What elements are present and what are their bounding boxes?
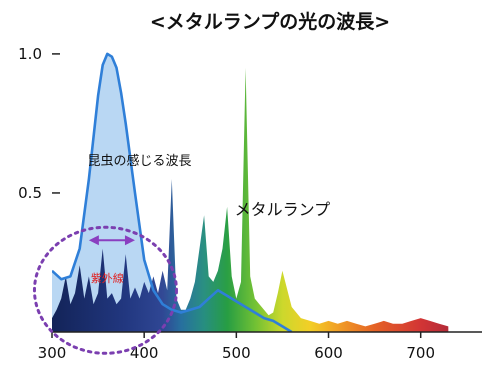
- x-tick-label: 500: [222, 344, 251, 362]
- lamp-spectrum-area: [52, 67, 449, 332]
- x-tick-label: 600: [314, 344, 343, 362]
- x-tick-label: 400: [130, 344, 159, 362]
- chart-title: <メタルランプの光の波長>: [150, 10, 390, 33]
- x-tick-label: 300: [38, 344, 67, 362]
- uv-range-arrow-right: [124, 235, 135, 246]
- x-tick-label: 700: [406, 344, 435, 362]
- uv-region-circle: [32, 225, 178, 355]
- uv-label: 紫外線: [91, 271, 124, 285]
- uv-range-arrow-left: [88, 235, 99, 246]
- insect-label: 昆虫の感じる波長: [88, 153, 192, 169]
- y-tick-label: 0.5: [18, 184, 42, 202]
- insect-sensitivity-area: [52, 53, 292, 332]
- y-tick-label: 1.0: [18, 45, 42, 63]
- axes: 300 400 500 600 700 0.5 1.0: [18, 45, 482, 362]
- insect-sensitivity-line: [52, 52, 293, 332]
- lamp-label: メタルランプ: [235, 200, 331, 219]
- plot-area: [52, 52, 449, 332]
